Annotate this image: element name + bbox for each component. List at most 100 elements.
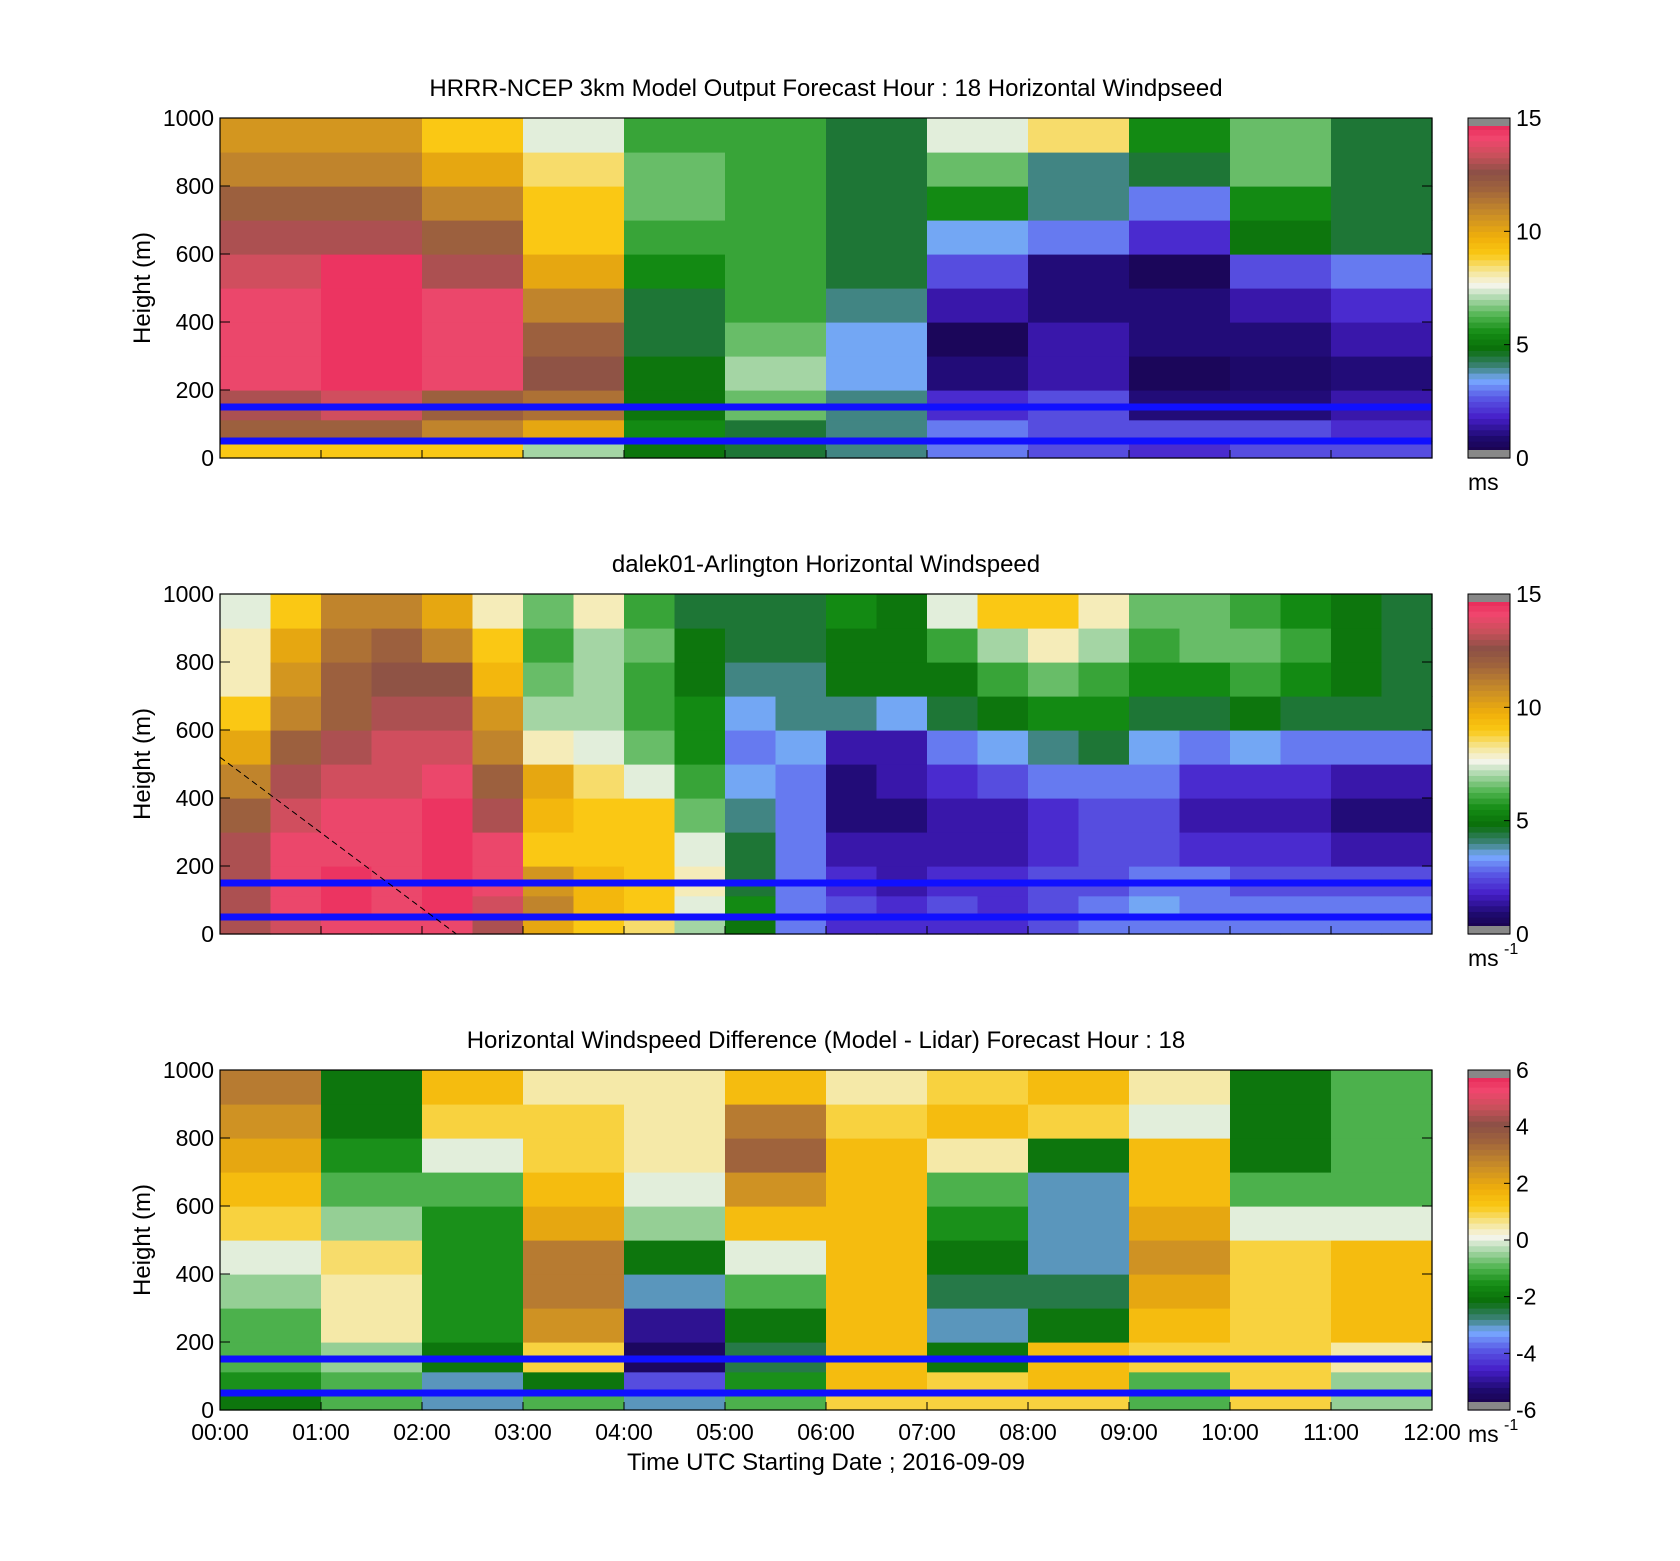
heatmap-cell: [321, 419, 423, 442]
heatmap-cell: [1179, 798, 1231, 833]
heatmap-cell: [725, 1138, 827, 1173]
heatmap-cell: [1381, 662, 1433, 697]
heatmap-cell: [725, 1206, 827, 1241]
heatmap-cell: [977, 764, 1029, 799]
colorbar-swatch: [1468, 1274, 1510, 1281]
heatmap-cell: [1129, 118, 1231, 153]
colorbar-swatch: [1468, 231, 1510, 238]
heatmap-cell: [977, 798, 1029, 833]
heatmap-cell: [270, 662, 322, 697]
heatmap-cell: [927, 1104, 1029, 1139]
heatmap-cell: [472, 696, 524, 731]
colorbar-swatch: [1468, 293, 1510, 300]
heatmap-cell: [220, 1274, 322, 1309]
colorbar-swatch: [1468, 1121, 1510, 1128]
colorbar-swatch: [1468, 390, 1510, 397]
colorbar-tick-label: -4: [1516, 1340, 1537, 1366]
heatmap-cell: [422, 696, 474, 731]
colorbar-swatch: [1468, 1109, 1510, 1116]
heatmap-cell: [523, 186, 625, 221]
heatmap-cell: [977, 662, 1029, 697]
heatmap-cell: [523, 322, 625, 357]
heatmap-cell: [1129, 1308, 1231, 1343]
heatmap-cell: [422, 832, 474, 867]
heatmap-cell: [624, 730, 676, 765]
heatmap-cell: [725, 1070, 827, 1105]
heatmap-cell: [472, 832, 524, 867]
heatmap-cell: [674, 798, 726, 833]
dashed-diagonal-line: [219, 756, 457, 935]
colorbar-swatch: [1468, 1115, 1510, 1122]
heatmap-cell: [927, 322, 1029, 357]
colorbar-tick-label: 0: [1516, 445, 1529, 471]
heatmap-cell: [220, 152, 322, 187]
heatmap-cell: [321, 662, 373, 697]
heatmap-cell: [1179, 764, 1231, 799]
heatmap-cell: [876, 798, 928, 833]
heatmap-cell: [1028, 895, 1080, 918]
heatmap-cell: [321, 322, 423, 357]
colorbar-tick-label: 15: [1516, 105, 1542, 131]
colorbar-swatch: [1468, 1172, 1510, 1179]
colorbar-swatch: [1468, 786, 1510, 793]
heatmap-cell: [1230, 1274, 1332, 1309]
heatmap-cell: [1129, 186, 1231, 221]
heatmap-cell: [422, 254, 524, 289]
colorbar-unit-superscript: -1: [1504, 1417, 1518, 1434]
colorbar-swatch: [1468, 645, 1510, 652]
colorbar-swatch: [1468, 758, 1510, 765]
heatmap-cell: [321, 628, 373, 663]
heatmap-cell: [1179, 594, 1231, 629]
heatmap-cell: [422, 356, 524, 391]
heatmap-cell: [624, 1206, 726, 1241]
heatmap-cell: [674, 696, 726, 731]
heatmap-cell: [321, 798, 373, 833]
y-tick-label: 800: [176, 173, 214, 199]
heatmap-cell: [826, 662, 878, 697]
heatmap-cell: [624, 441, 726, 459]
heatmap-cell: [1129, 288, 1231, 323]
colorbar-swatch: [1468, 157, 1510, 164]
colorbar-swatch: [1468, 350, 1510, 357]
heatmap-cell: [321, 832, 373, 867]
heatmap-cell: [422, 1308, 524, 1343]
heatmap-cell: [1078, 917, 1130, 935]
heatmap-cell: [523, 220, 625, 255]
heatmap-cell: [1078, 730, 1130, 765]
heatmap-cell: [1230, 832, 1282, 867]
heatmap-cell: [624, 798, 676, 833]
heatmap-cell: [1331, 662, 1383, 697]
colorbar-underflow: [1468, 926, 1510, 934]
heatmap-cell: [220, 1371, 322, 1394]
y-tick-label: 800: [176, 1125, 214, 1151]
heatmap-cell: [321, 220, 423, 255]
x-tick-label: 12:00: [1403, 1419, 1461, 1445]
y-tick-label: 200: [176, 377, 214, 403]
colorbar-swatch: [1468, 775, 1510, 782]
heatmap-cell: [674, 662, 726, 697]
heatmap-cell: [1129, 1206, 1231, 1241]
heatmap-cell: [523, 832, 575, 867]
heatmap-cell: [573, 798, 625, 833]
y-tick-label: 0: [201, 1397, 214, 1423]
heatmap-cell: [1331, 917, 1383, 935]
heatmap-cell: [1179, 628, 1231, 663]
heatmap-cell: [775, 594, 827, 629]
heatmap-cell: [1331, 1393, 1433, 1411]
heatmap-cell: [1028, 798, 1080, 833]
colorbar-swatch: [1468, 1257, 1510, 1264]
heatmap-cell: [1331, 798, 1383, 833]
heatmap-cell: [725, 764, 777, 799]
heatmap-cell: [220, 1393, 322, 1411]
heatmap-cell: [1230, 1371, 1332, 1394]
heatmap-cell: [220, 1308, 322, 1343]
heatmap-cell: [523, 895, 575, 918]
colorbar-swatch: [1468, 639, 1510, 646]
heatmap-cell: [573, 917, 625, 935]
heatmap-cell: [1179, 662, 1231, 697]
heatmap-cell: [927, 220, 1029, 255]
heatmap-cell: [725, 1371, 827, 1394]
heatmap-cell: [674, 895, 726, 918]
heatmap-cell: [725, 288, 827, 323]
heatmap-cell: [523, 1308, 625, 1343]
